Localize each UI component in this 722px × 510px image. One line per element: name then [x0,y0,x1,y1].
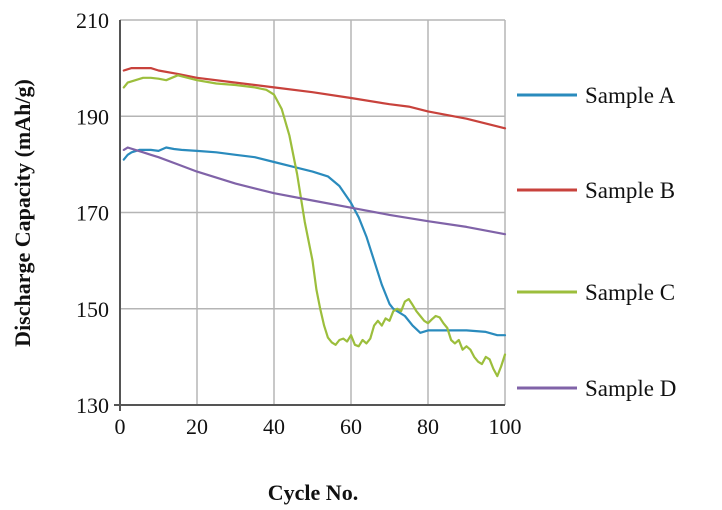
series-line-sample-b [122,66,507,130]
y-tick-label: 190 [76,104,109,129]
x-tick-label: 0 [115,414,126,439]
tick-labels: 0 20 40 60 80 100 130 150 170 190 210 [76,8,522,439]
y-tick-label: 210 [76,8,109,33]
x-tick-label: 20 [186,414,208,439]
series-lines [122,66,507,378]
y-tick-label: 130 [76,393,109,418]
axes [114,20,505,411]
series-line-sample-c [122,74,507,378]
grid [119,19,506,406]
legend-label-sample-b: Sample B [585,178,675,203]
x-tick-label: 40 [263,414,285,439]
y-tick-label: 150 [76,297,109,322]
x-tick-label: 60 [340,414,362,439]
series-line-sample-d [122,146,507,236]
series-line-sample-a [122,146,507,337]
legend-label-sample-c: Sample C [585,280,675,305]
legend-label-sample-a: Sample A [585,83,675,108]
y-tick-label: 170 [76,201,109,226]
x-tick-label: 100 [489,414,522,439]
x-axis-title: Cycle No. [268,480,358,505]
x-tick-label: 80 [417,414,439,439]
legend: Sample A Sample B Sample C Sample D [517,83,676,401]
y-axis-title: Discharge Capacity (mAh/g) [10,79,35,347]
legend-label-sample-d: Sample D [585,376,676,401]
